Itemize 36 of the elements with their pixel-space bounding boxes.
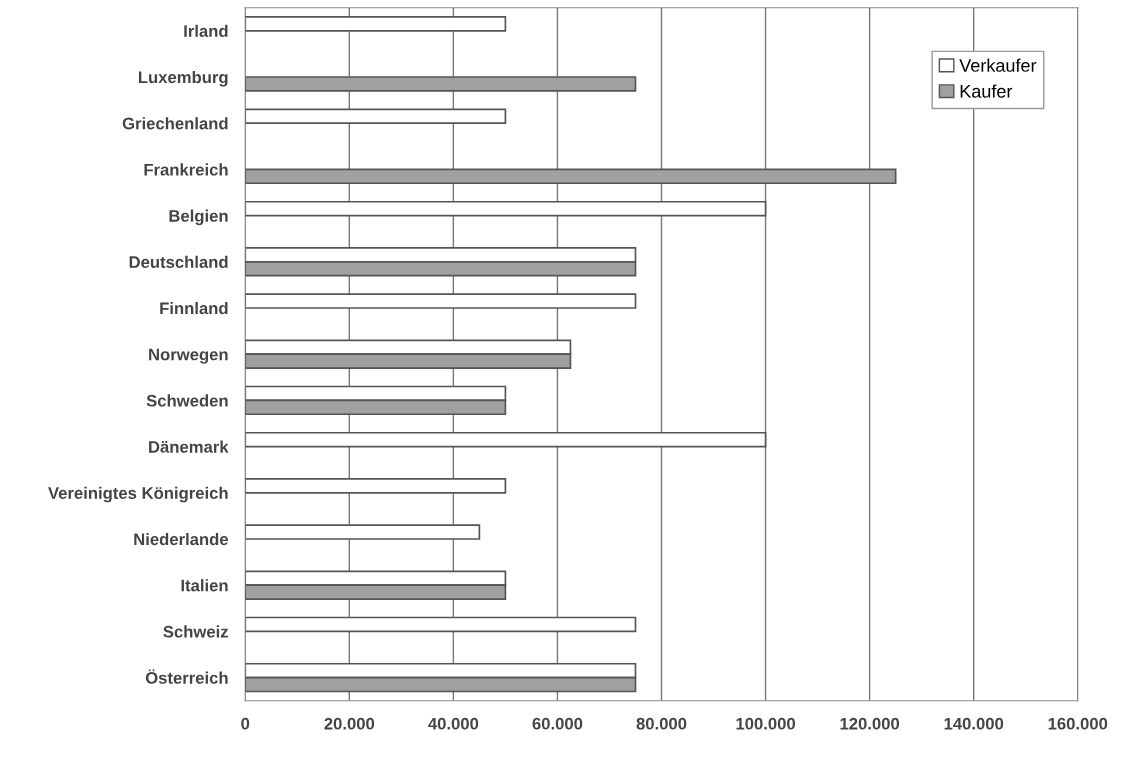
x-tick-label: 0 <box>241 717 250 730</box>
bar <box>245 431 767 448</box>
x-tick-label: 80.000 <box>636 717 687 730</box>
y-tick-label: Norwegen <box>149 348 228 364</box>
y-tick-label: Italien <box>181 579 228 592</box>
x-tick-label: 160.000 <box>1048 717 1108 730</box>
x-tick-label: 120.000 <box>840 717 900 730</box>
x-tick-label: 20.000 <box>324 717 375 730</box>
y-tick-label: Dänemark <box>149 440 229 453</box>
bar <box>245 108 507 125</box>
y-tick-label: Vereinigtes Königreich <box>48 486 228 503</box>
bar <box>245 616 637 633</box>
y-tick-label: Schweden <box>146 394 228 407</box>
x-tick-label: 140.000 <box>944 717 1004 730</box>
y-tick-label: Niederlande <box>134 532 229 546</box>
x-tick-label: 40.000 <box>428 717 479 730</box>
bar <box>245 478 507 494</box>
bar <box>245 200 767 217</box>
y-tick-label: Griechenland <box>122 117 228 130</box>
bar <box>245 16 507 32</box>
y-tick-label: Frankreich <box>144 163 228 176</box>
x-tick-label: 60.000 <box>532 717 583 730</box>
y-tick-label: Finnland <box>160 301 228 315</box>
y-tick-label: Schweiz <box>163 625 228 638</box>
y-tick-label: Österreich <box>145 669 228 684</box>
x-tick-label: 100.000 <box>736 717 796 730</box>
legend-label: Verkaufer <box>959 58 1037 72</box>
bar <box>245 168 897 185</box>
y-tick-label: Belgien <box>169 209 228 226</box>
y-tick-label: Luxemburg <box>138 70 228 87</box>
bar <box>245 524 481 540</box>
y-tick-label: Irland <box>184 24 228 37</box>
bar <box>245 76 637 92</box>
y-tick-label: Deutschland <box>129 255 228 268</box>
bar <box>245 293 637 309</box>
legend-label: Kaufer <box>960 84 1013 98</box>
